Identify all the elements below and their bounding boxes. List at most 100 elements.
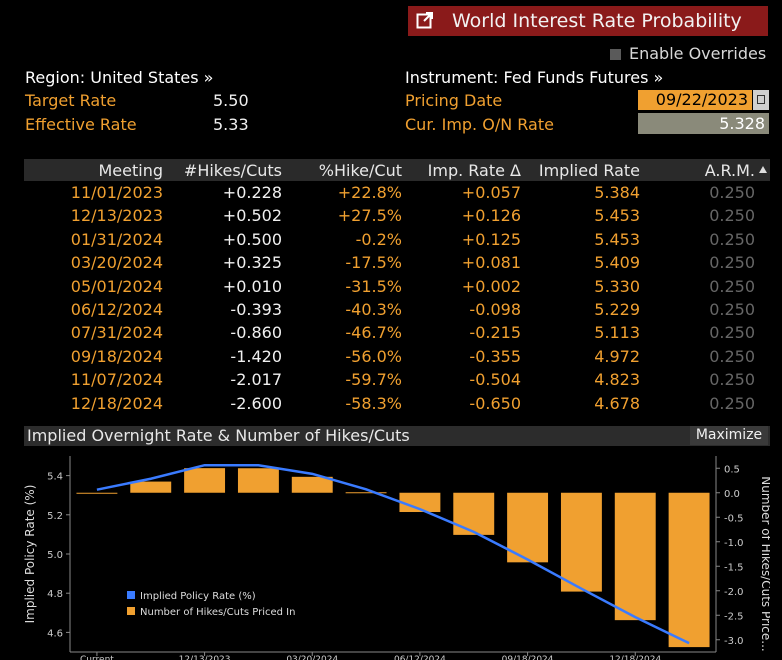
target-rate-label: Target Rate: [25, 91, 117, 110]
table-row[interactable]: 12/13/2023 +0.502 +27.5% +0.126 5.453 0.250: [24, 204, 770, 227]
maximize-button[interactable]: Maximize: [690, 426, 768, 445]
bar-hikes-cuts: [130, 481, 172, 493]
left-tick-label: 4.6: [47, 628, 63, 639]
x-tick-label: 03/20/2024: [286, 655, 338, 660]
left-tick-label: 4.8: [47, 589, 63, 600]
effective-rate-value: 5.33: [213, 115, 249, 134]
col-imp-rate-delta[interactable]: Imp. Rate Δ: [427, 161, 521, 180]
bar-hikes-cuts: [291, 476, 333, 493]
enable-overrides-toggle[interactable]: Enable Overrides: [610, 44, 766, 63]
bar-hikes-cuts: [507, 492, 549, 563]
right-tick-label: 0.5: [724, 464, 740, 475]
cell-imp-rate-delta: -0.098: [469, 300, 521, 319]
title-banner: [408, 6, 768, 36]
cell-hikes-cuts: -1.420: [230, 346, 282, 366]
cell-arm: 0.250: [709, 276, 755, 296]
right-tick-label: -1.0: [724, 538, 744, 549]
x-tick-label: 06/12/2024: [394, 655, 446, 660]
title-bar: World Interest Rate Probability: [0, 0, 782, 38]
cell-arm: 0.250: [709, 300, 755, 319]
checkbox-icon[interactable]: [610, 49, 621, 60]
chart-header: Implied Overnight Rate & Number of Hikes…: [24, 426, 770, 446]
cell-meeting-date: 06/12/2024: [70, 300, 163, 319]
col-hikes-cuts[interactable]: #Hikes/Cuts: [183, 161, 282, 180]
legend-label-rate: Implied Policy Rate (%): [140, 591, 256, 602]
instrument-selector[interactable]: Instrument: Fed Funds Futures »: [405, 68, 664, 87]
bar-hikes-cuts: [345, 492, 387, 494]
cell-pct-hike-cut: +27.5%: [337, 206, 402, 226]
cell-meeting-date: 01/31/2024: [70, 229, 163, 249]
y2-axis-title: Number of Hikes/Cuts Price...: [759, 476, 770, 651]
table-row[interactable]: 11/07/2024 -2.017 -59.7% -0.504 4.823 0.250: [24, 368, 770, 391]
table-row[interactable]: 01/31/2024 +0.500 -0.2% +0.125 5.453 0.250: [24, 228, 770, 251]
cell-hikes-cuts: +0.502: [222, 206, 282, 226]
cell-meeting-date: 12/13/2023: [70, 206, 163, 226]
cur-imp-rate-input[interactable]: 5.328: [638, 113, 769, 134]
col-implied-rate[interactable]: Implied Rate: [538, 161, 640, 180]
right-tick-label: -3.0: [724, 636, 744, 647]
external-link-icon[interactable]: [416, 11, 434, 29]
y-axis-title: Implied Policy Rate (%): [24, 485, 37, 624]
legend-swatch-hikes: [127, 607, 135, 615]
window-title: World Interest Rate Probability: [452, 10, 742, 32]
table-row[interactable]: 12/18/2024 -2.600 -58.3% -0.650 4.678 0.250: [24, 392, 770, 415]
table-row[interactable]: 07/31/2024 -0.860 -46.7% -0.215 5.113 0.250: [24, 321, 770, 344]
chart-section: Implied Overnight Rate & Number of Hikes…: [24, 426, 770, 660]
cell-implied-rate: 5.330: [594, 276, 640, 296]
table-header: Meeting #Hikes/Cuts %Hike/Cut Imp. Rate …: [24, 159, 770, 181]
cell-arm: 0.250: [709, 183, 755, 202]
cell-hikes-cuts: -2.600: [230, 393, 282, 413]
bar-hikes-cuts: [560, 492, 602, 592]
target-rate-value: 5.50: [213, 91, 249, 110]
right-tick-label: -2.0: [724, 587, 744, 598]
cell-meeting-date: 12/18/2024: [70, 393, 163, 413]
cell-hikes-cuts: -0.393: [230, 300, 282, 319]
meetings-table: Meeting #Hikes/Cuts %Hike/Cut Imp. Rate …: [24, 159, 770, 424]
cell-arm: 0.250: [709, 323, 755, 343]
legend-label-hikes: Number of Hikes/Cuts Priced In: [140, 607, 295, 618]
calendar-button[interactable]: [753, 90, 769, 110]
table-row[interactable]: 05/01/2024 +0.010 -31.5% +0.002 5.330 0.250: [24, 275, 770, 298]
cell-imp-rate-delta: +0.002: [461, 276, 521, 296]
implied-rate-line: [96, 463, 690, 645]
table-row[interactable]: 06/12/2024 -0.393 -40.3% -0.098 5.229 0.250: [24, 298, 770, 321]
x-tick-label: 12/18/2024: [609, 655, 661, 660]
right-tick-label: 0.0: [724, 489, 740, 500]
cell-pct-hike-cut: -31.5%: [345, 276, 402, 296]
cell-arm: 0.250: [709, 393, 755, 413]
bar-hikes-cuts: [399, 492, 441, 513]
cell-pct-hike-cut: -46.7%: [345, 323, 402, 343]
col-meeting[interactable]: Meeting: [98, 161, 163, 180]
cell-imp-rate-delta: +0.057: [461, 183, 521, 202]
x-tick-label: 09/18/2024: [502, 655, 554, 660]
cell-pct-hike-cut: -59.7%: [345, 370, 402, 390]
col-arm[interactable]: A.R.M.: [704, 161, 755, 180]
col-pct-hike-cut[interactable]: %Hike/Cut: [318, 161, 402, 180]
cell-pct-hike-cut: -56.0%: [345, 346, 402, 366]
effective-rate-label: Effective Rate: [25, 115, 137, 134]
right-tick-label: -2.5: [724, 611, 744, 622]
cell-implied-rate: 4.823: [594, 370, 640, 390]
sort-up-icon[interactable]: [759, 166, 767, 173]
table-row[interactable]: 09/18/2024 -1.420 -56.0% -0.355 4.972 0.250: [24, 345, 770, 368]
cell-arm: 0.250: [709, 370, 755, 390]
cell-implied-rate: 5.229: [594, 300, 640, 319]
right-tick-label: -1.5: [724, 562, 744, 573]
bar-hikes-cuts: [237, 468, 279, 493]
x-tick-label: Current: [80, 655, 114, 660]
pricing-date-input[interactable]: 09/22/2023: [638, 90, 752, 110]
cell-arm: 0.250: [709, 206, 755, 226]
cell-meeting-date: 03/20/2024: [70, 253, 163, 273]
table-row[interactable]: 11/01/2023 +0.228 +22.8% +0.057 5.384 0.250: [24, 181, 770, 204]
cell-implied-rate: 4.972: [594, 346, 640, 366]
cell-imp-rate-delta: +0.081: [461, 253, 521, 273]
cell-hikes-cuts: -2.017: [230, 370, 282, 390]
bar-hikes-cuts: [668, 492, 710, 648]
table-row[interactable]: 03/20/2024 +0.325 -17.5% +0.081 5.409 0.250: [24, 251, 770, 274]
cell-meeting-date: 11/01/2023: [70, 183, 163, 202]
cell-arm: 0.250: [709, 229, 755, 249]
calendar-icon: [757, 95, 765, 104]
x-tick-label: 12/13/2023: [179, 655, 231, 660]
region-selector[interactable]: Region: United States »: [25, 68, 214, 87]
cell-meeting-date: 05/01/2024: [70, 276, 163, 296]
